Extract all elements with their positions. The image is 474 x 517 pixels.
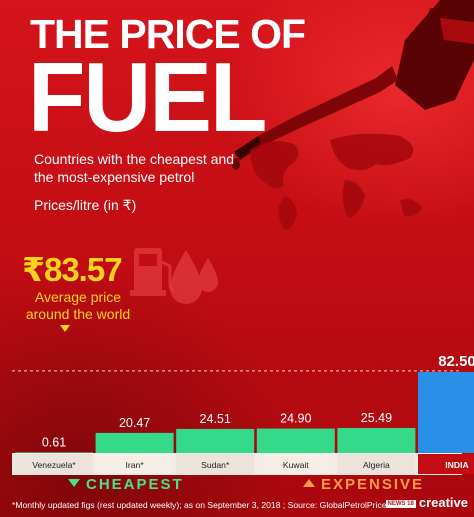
data-label: 24.90 bbox=[280, 412, 311, 426]
category-label: INDIA bbox=[445, 460, 468, 470]
cheapest-label-text: CHEAPEST bbox=[86, 476, 184, 493]
data-label: 0.61 bbox=[42, 435, 66, 449]
category-label: Venezuela* bbox=[32, 460, 76, 470]
category-cell bbox=[256, 454, 335, 474]
category-cell bbox=[337, 454, 416, 474]
unit-label: Prices/litre (in ₹) bbox=[34, 197, 137, 213]
bar bbox=[337, 427, 416, 453]
expensive-group-label: EXPENSIVE bbox=[303, 476, 424, 493]
subtitle: Countries with the cheapest and the most… bbox=[34, 151, 235, 185]
data-label: 82.50 bbox=[438, 353, 474, 370]
bar bbox=[176, 428, 255, 453]
average-price-value: ₹83.57 bbox=[22, 251, 123, 288]
world-map-icon bbox=[250, 133, 422, 230]
bar bbox=[95, 432, 174, 453]
data-label: 25.49 bbox=[361, 411, 392, 425]
arrow-down-icon bbox=[68, 479, 80, 487]
title-line-1: THE PRICE OF bbox=[30, 11, 306, 57]
title-line-2: FUEL bbox=[28, 41, 267, 152]
category-cell bbox=[15, 454, 93, 474]
arrow-up-icon bbox=[303, 479, 315, 487]
brand-news-badge: NEWS 18 bbox=[385, 499, 416, 508]
footnote: *Monthly updated figs (rest updated week… bbox=[12, 500, 391, 510]
category-cell bbox=[418, 454, 474, 474]
average-price-caption: Average price around the world bbox=[25, 289, 131, 322]
data-label: 20.47 bbox=[119, 416, 150, 430]
data-label: 24.51 bbox=[200, 412, 231, 426]
brand-logo: NEWS 18 creative bbox=[385, 495, 468, 510]
bar bbox=[256, 428, 335, 453]
oil-drop-icon bbox=[170, 250, 218, 304]
fuel-nozzle-icon bbox=[232, 0, 474, 170]
bar bbox=[418, 371, 474, 453]
expensive-label-text: EXPENSIVE bbox=[321, 476, 425, 493]
category-label: Iran* bbox=[126, 460, 145, 470]
category-label: Kuwait bbox=[283, 460, 309, 470]
cheapest-group-label: CHEAPEST bbox=[68, 476, 184, 493]
bar bbox=[15, 452, 93, 454]
category-label: Sudan* bbox=[201, 460, 230, 470]
category-cell bbox=[95, 454, 174, 474]
category-label: Algeria bbox=[363, 460, 390, 470]
category-cell bbox=[176, 454, 255, 474]
brand-name: creative bbox=[418, 495, 468, 510]
average-arrow-icon bbox=[60, 325, 70, 332]
